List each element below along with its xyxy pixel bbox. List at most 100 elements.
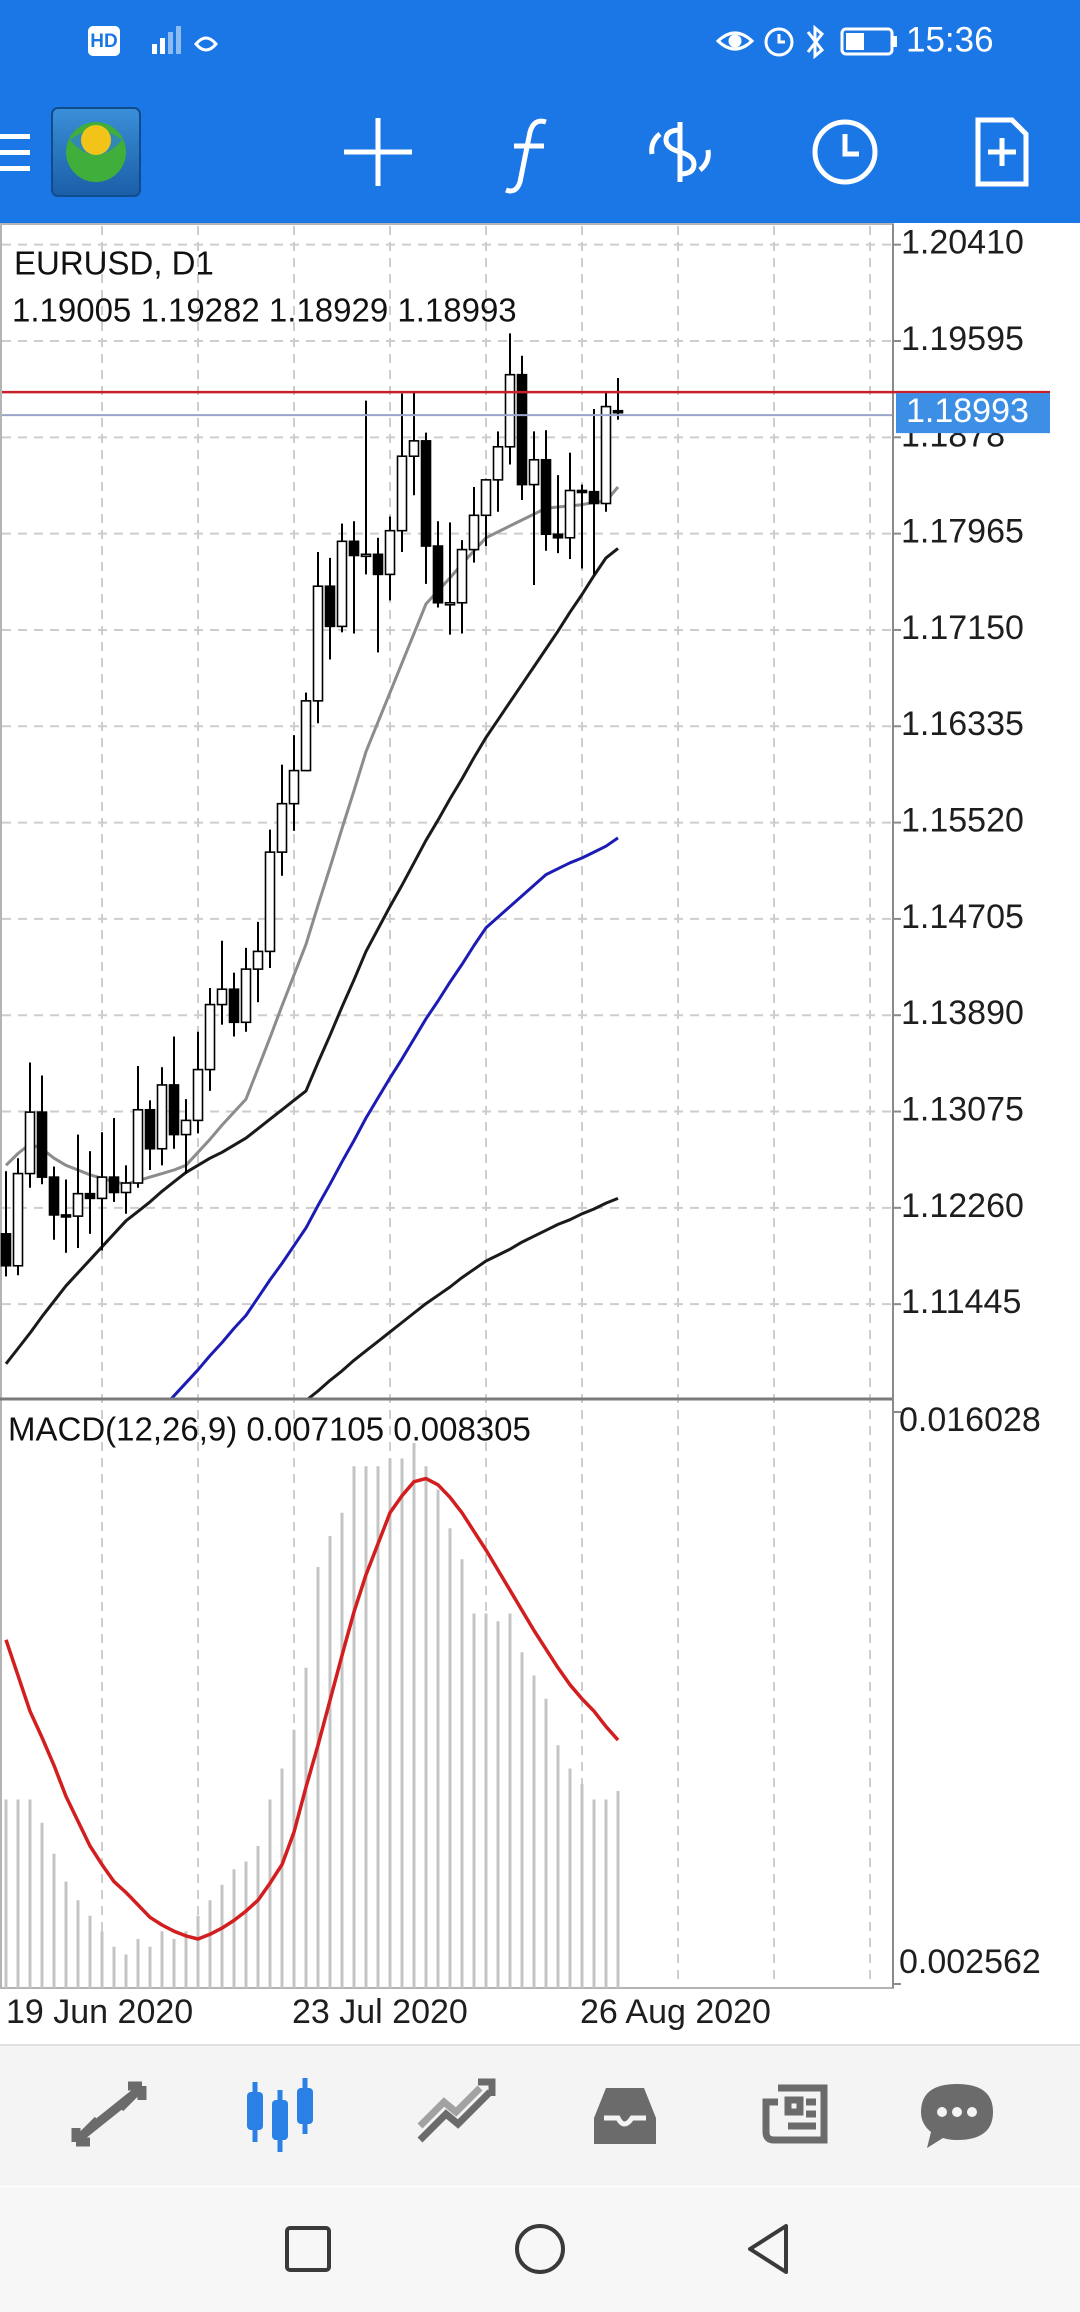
candle-body — [480, 479, 492, 517]
system-buttons — [285, 2224, 788, 2274]
status-bar: HD 15:36 — [88, 20, 994, 60]
toolbar — [0, 107, 1029, 197]
candle-body — [132, 1108, 144, 1184]
data-saver-icon — [194, 36, 218, 52]
candle-body — [228, 988, 240, 1024]
current-price-box — [896, 393, 1050, 434]
candle-body — [48, 1176, 60, 1216]
quotes-tab[interactable] — [71, 2081, 147, 2147]
candle-body — [564, 489, 576, 539]
back-button[interactable] — [748, 2224, 788, 2274]
menu-button[interactable] — [0, 134, 30, 171]
candle-body — [192, 1068, 204, 1122]
indicators-button[interactable] — [505, 118, 547, 194]
candle-body — [276, 802, 288, 853]
trade-tab[interactable] — [417, 2078, 496, 2143]
candle-body — [372, 553, 384, 576]
price-tick-label: 1.13890 — [901, 994, 1024, 1032]
candle-body — [156, 1084, 168, 1150]
price-tick-label: 1.11445 — [901, 1283, 1021, 1321]
candle-body — [324, 585, 336, 628]
candle-body — [60, 1214, 72, 1218]
templates-button[interactable] — [975, 117, 1029, 187]
candle-body — [108, 1176, 120, 1194]
chart-tab[interactable] — [247, 2078, 313, 2152]
indicator-line — [306, 1197, 619, 1398]
trade-button[interactable] — [649, 122, 711, 182]
chart-title: EURUSD, D1 — [14, 245, 214, 282]
price-panel — [0, 333, 893, 1398]
price-tick-label: 1.15520 — [901, 802, 1024, 840]
candle-body — [96, 1176, 108, 1200]
price-tick-label: 1.17150 — [901, 609, 1024, 647]
price-tick-label: 1.12260 — [901, 1187, 1024, 1225]
candle-body — [180, 1119, 192, 1136]
candle-body — [252, 950, 264, 970]
macd-tick-label: 0.002562 — [899, 1943, 1041, 1981]
macd-tick-label: 0.016028 — [899, 1401, 1041, 1439]
price-tick-label: 1.13075 — [901, 1091, 1024, 1129]
date-label: 26 Aug 2020 — [580, 1993, 771, 2031]
bottom-nav — [0, 2045, 1080, 2186]
crosshair-button[interactable] — [344, 118, 412, 186]
signal-icon — [152, 26, 181, 54]
candle-body — [456, 548, 468, 604]
price-tick-label: 1.16335 — [901, 705, 1024, 743]
home-button[interactable] — [515, 2224, 565, 2274]
candle-body — [240, 968, 252, 1024]
candle-body — [528, 458, 540, 486]
indicator-line — [4, 547, 619, 1365]
price-tick-label: 1.19595 — [901, 320, 1024, 358]
macd-panel — [4, 1443, 620, 1988]
candle-body — [264, 851, 276, 953]
candle-body — [468, 514, 480, 551]
app-logo[interactable] — [51, 107, 141, 197]
candle-body — [408, 440, 420, 458]
current-price-label: 1.18993 — [906, 392, 1029, 430]
candle-body — [12, 1172, 24, 1267]
recents-button[interactable] — [285, 2226, 331, 2272]
date-label: 19 Jun 2020 — [6, 1993, 193, 2031]
system-nav — [0, 2187, 1080, 2312]
candle-body — [144, 1108, 156, 1150]
candle-body — [0, 1233, 12, 1267]
candle-body — [612, 409, 624, 414]
history-tab[interactable] — [594, 2088, 656, 2144]
date-label: 23 Jul 2020 — [292, 1993, 468, 2031]
candle-body — [72, 1192, 84, 1217]
news-tab[interactable] — [762, 2084, 828, 2144]
candle-body — [420, 440, 432, 547]
candle-body — [312, 585, 324, 702]
candle-body — [384, 529, 396, 576]
candle-body — [336, 540, 348, 628]
candle-body — [36, 1111, 48, 1178]
candle-body — [84, 1192, 96, 1200]
candle-body — [396, 455, 408, 532]
price-tick-label: 1.14705 — [901, 898, 1024, 936]
clock: 15:36 — [906, 20, 994, 59]
price-tick-label: 1.20410 — [901, 224, 1024, 262]
chart-frame — [0, 223, 894, 1989]
ohlc-readout: 1.19005 1.19282 1.18929 1.18993 — [12, 292, 517, 329]
candle-body — [204, 1003, 216, 1071]
chat-tab[interactable] — [921, 2084, 993, 2148]
indicator-line — [169, 836, 619, 1398]
status-icons — [715, 24, 897, 60]
candle-body — [516, 373, 528, 486]
candle-body — [576, 489, 588, 494]
timeframe-button[interactable] — [812, 119, 878, 185]
macd-title: MACD(12,26,9) 0.007105 0.008305 — [8, 1411, 531, 1448]
candle-body — [360, 553, 372, 558]
candle-body — [432, 545, 444, 604]
candle-body — [552, 533, 564, 539]
hd-badge-bg — [88, 26, 120, 56]
candle-body — [588, 490, 600, 505]
price-tick-label: 1.17965 — [901, 513, 1024, 551]
candle-body — [444, 601, 456, 606]
candle-body — [348, 540, 360, 557]
axis-labels: 1.204101.195951.18781.179651.171501.1633… — [2, 224, 1050, 2031]
indicator-line — [4, 1476, 620, 1941]
indicator-line — [4, 486, 620, 1186]
